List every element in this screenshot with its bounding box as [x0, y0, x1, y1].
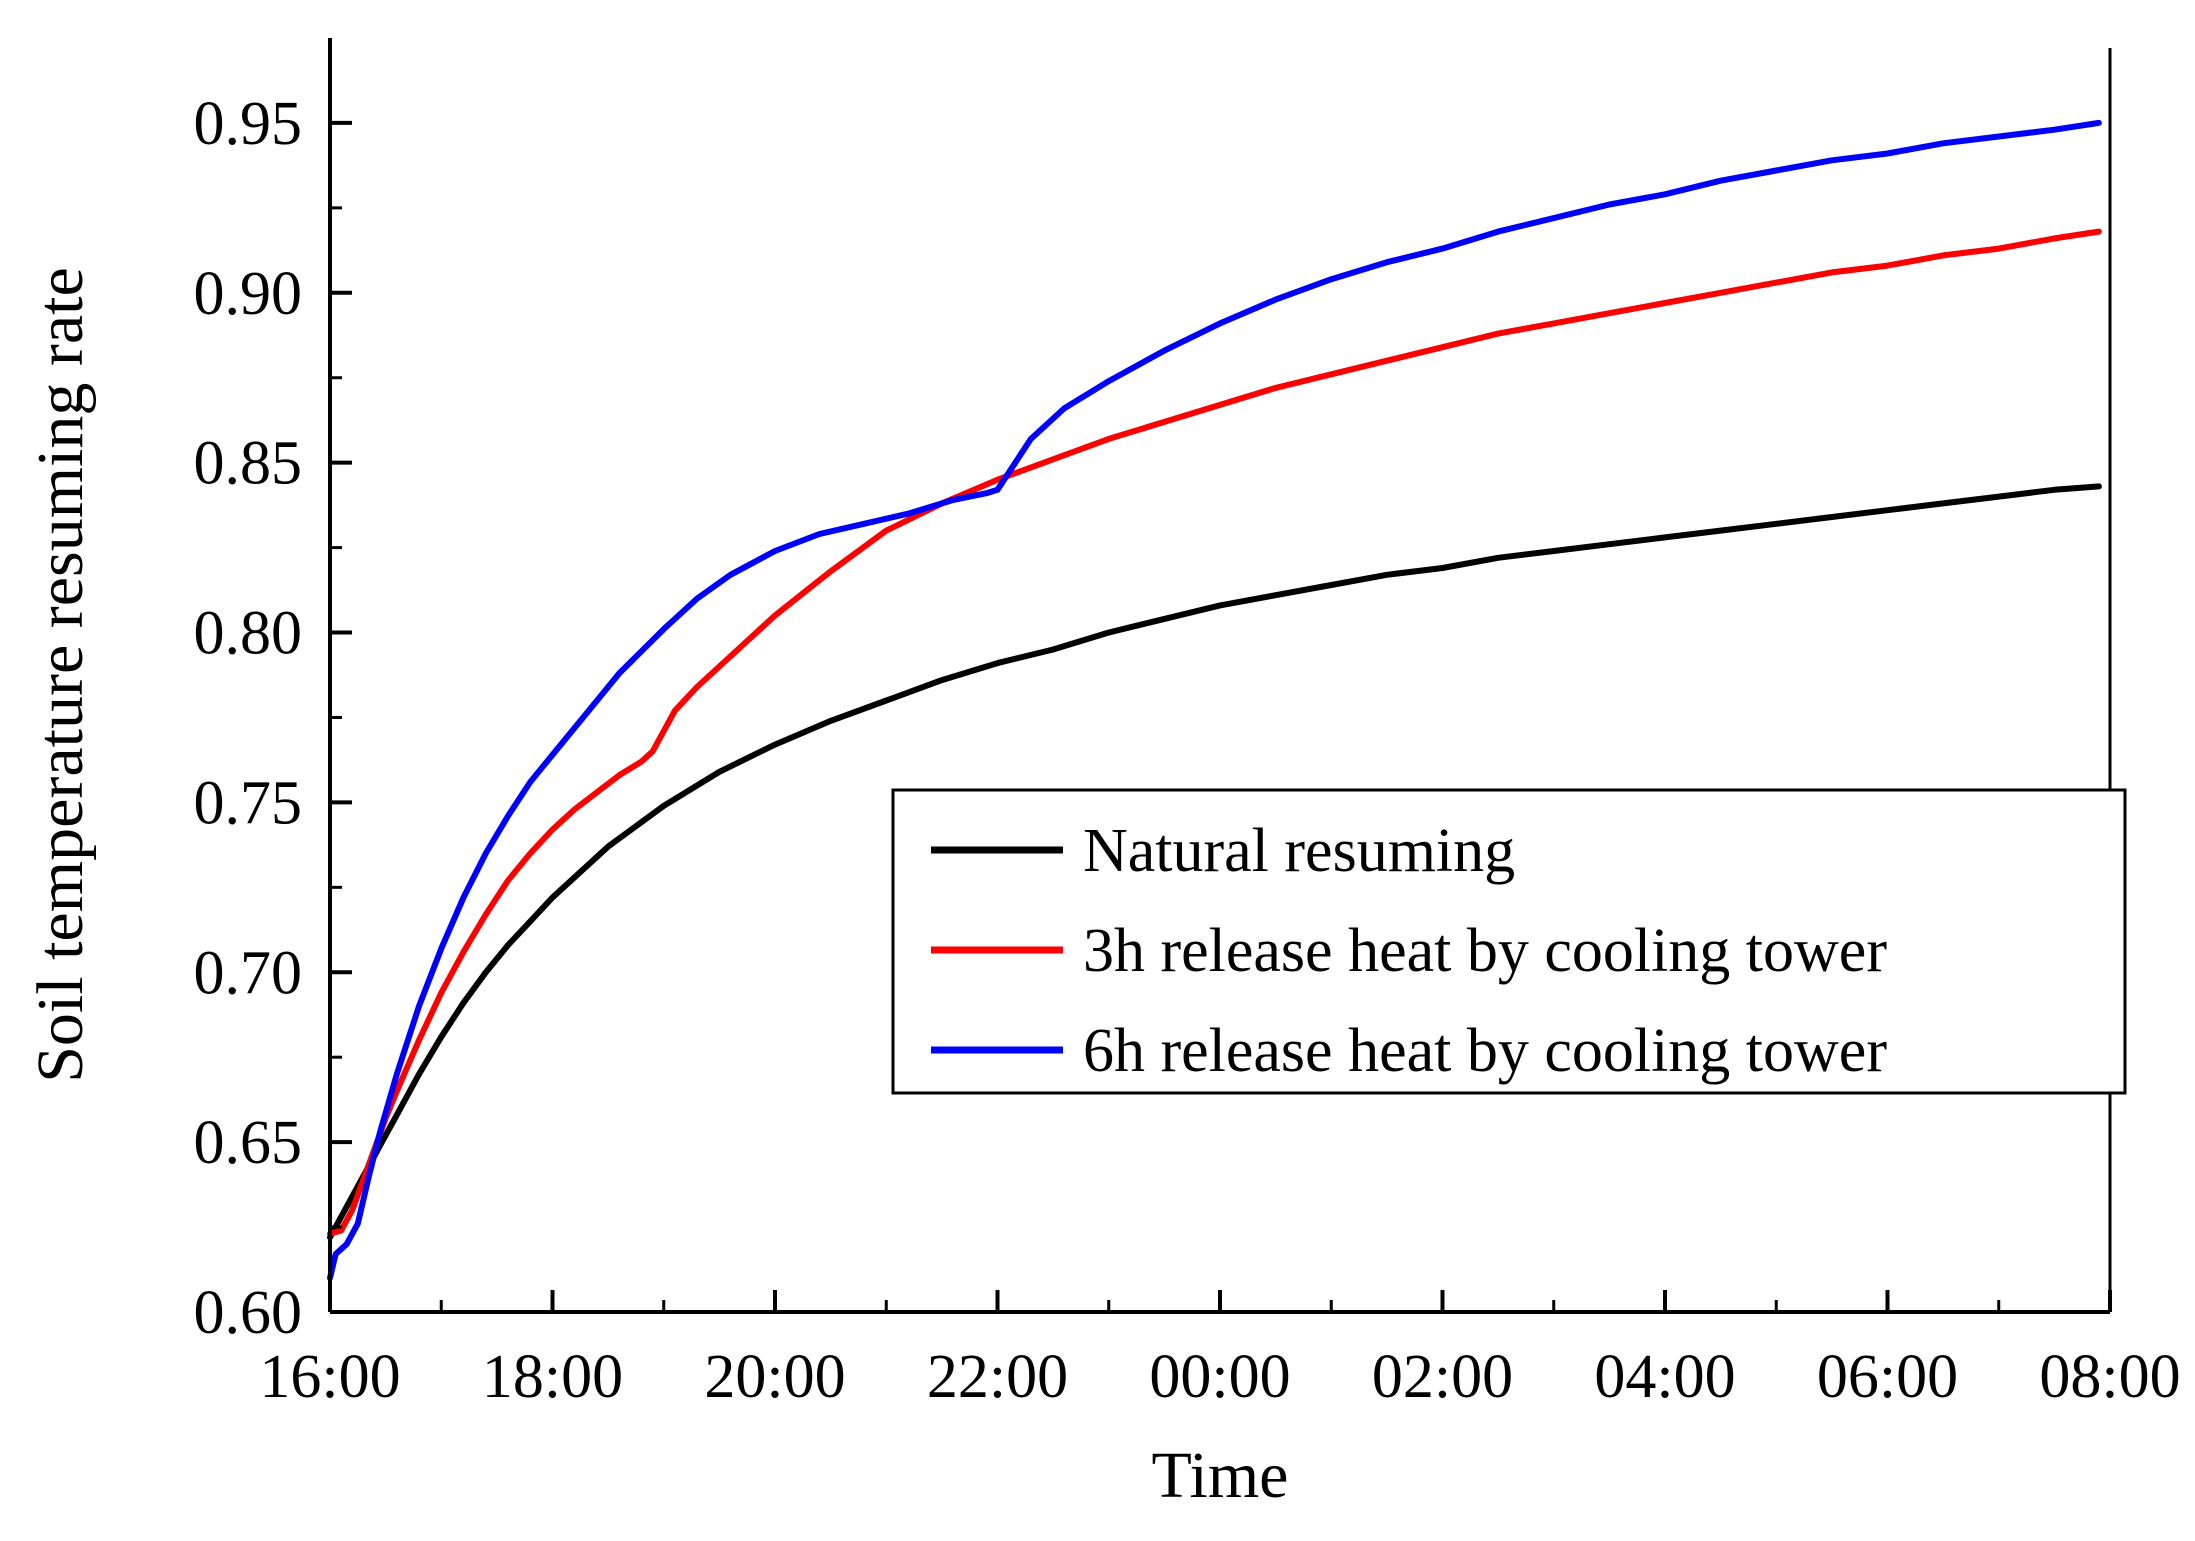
y-tick-label: 0.75 [194, 769, 303, 837]
x-tick-label: 06:00 [1817, 1343, 1958, 1411]
y-tick-label: 0.65 [194, 1109, 303, 1177]
x-tick-label: 08:00 [2039, 1343, 2180, 1411]
y-tick-label: 0.70 [194, 939, 303, 1007]
y-tick-label: 0.80 [194, 600, 303, 668]
x-tick-label: 00:00 [1149, 1343, 1290, 1411]
series-line-2 [327, 228, 2102, 1237]
legend-label-3: 6h release heat by cooling tower [1083, 1017, 1887, 1085]
x-tick-label: 16:00 [259, 1343, 400, 1411]
x-axis-title: Time [1152, 1439, 1289, 1512]
legend-box [891, 788, 2127, 1095]
x-tick-label: 02:00 [1372, 1343, 1513, 1411]
legend: Natural resuming 3h release heat by cooli… [891, 788, 2127, 1095]
series-layer [327, 119, 2102, 1281]
x-tick-label: 22:00 [927, 1343, 1068, 1411]
x-tick-label: 18:00 [482, 1343, 623, 1411]
y-tick-label: 0.85 [194, 430, 303, 498]
y-tick-label: 0.95 [194, 90, 303, 158]
y-tick-label: 0.60 [194, 1279, 303, 1347]
series-line-1 [327, 483, 2102, 1241]
y-tick-label: 0.90 [194, 260, 303, 328]
axes-layer: 0.60 0.65 0.70 0.75 0.80 0.85 0.90 0.95 16:00 18:… [194, 38, 2181, 1411]
y-axis-title: Soil temperature resuming rate [24, 267, 97, 1083]
x-tick-label: 20:00 [704, 1343, 845, 1411]
legend-label-2: 3h release heat by cooling tower [1083, 917, 1887, 985]
legend-label-1: Natural resuming [1083, 817, 1515, 885]
x-tick-label: 04:00 [1594, 1343, 1735, 1411]
series-line-3 [327, 119, 2102, 1281]
